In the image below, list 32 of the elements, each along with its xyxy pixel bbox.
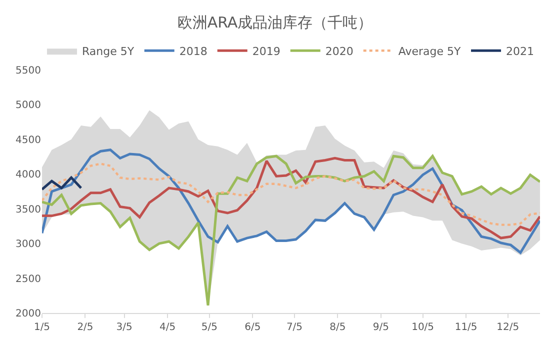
y-tick-label: 4500 [16, 134, 41, 146]
y-tick-label: 3000 [16, 239, 41, 250]
y-tick-label: 3500 [16, 204, 41, 216]
y-tick-label: 5500 [16, 66, 41, 76]
x-tick-label: 6/5 [244, 322, 261, 333]
line-series [42, 148, 540, 254]
legend-label: Range 5Y [82, 44, 134, 58]
line-series [42, 162, 540, 226]
chart-title: 欧洲ARA成品油库存（千吨） [177, 14, 373, 32]
y-tick-label: 4000 [16, 170, 41, 181]
x-tick-label: 2/5 [77, 322, 94, 333]
y-tick-label: 2500 [16, 274, 41, 285]
line-series [42, 154, 540, 307]
x-tick-label: 1/5 [34, 322, 50, 333]
legend-label: 2018 [179, 44, 208, 58]
x-tick-label: 3/5 [116, 322, 132, 333]
line-series [42, 176, 82, 191]
x-tick-label: 8/5 [330, 322, 346, 333]
legend-label: Average 5Y [398, 44, 462, 58]
y-tick-label: 2000 [16, 308, 41, 320]
legend-label: 2020 [325, 44, 354, 58]
legend-label: 2019 [252, 44, 280, 58]
x-tick-label: 4/5 [160, 322, 176, 333]
x-tick-label: 9/5 [372, 322, 390, 333]
x-tick-label: 10/5 [412, 322, 434, 333]
x-tick-label: 5/5 [201, 322, 218, 333]
x-tick-label: 12/5 [496, 322, 520, 333]
y-tick-label: 5000 [16, 100, 41, 112]
x-tick-label: 11/5 [454, 322, 478, 333]
line-series [42, 156, 540, 240]
legend-label: 2021 [506, 44, 534, 58]
x-tick-label: 7/5 [286, 322, 303, 333]
